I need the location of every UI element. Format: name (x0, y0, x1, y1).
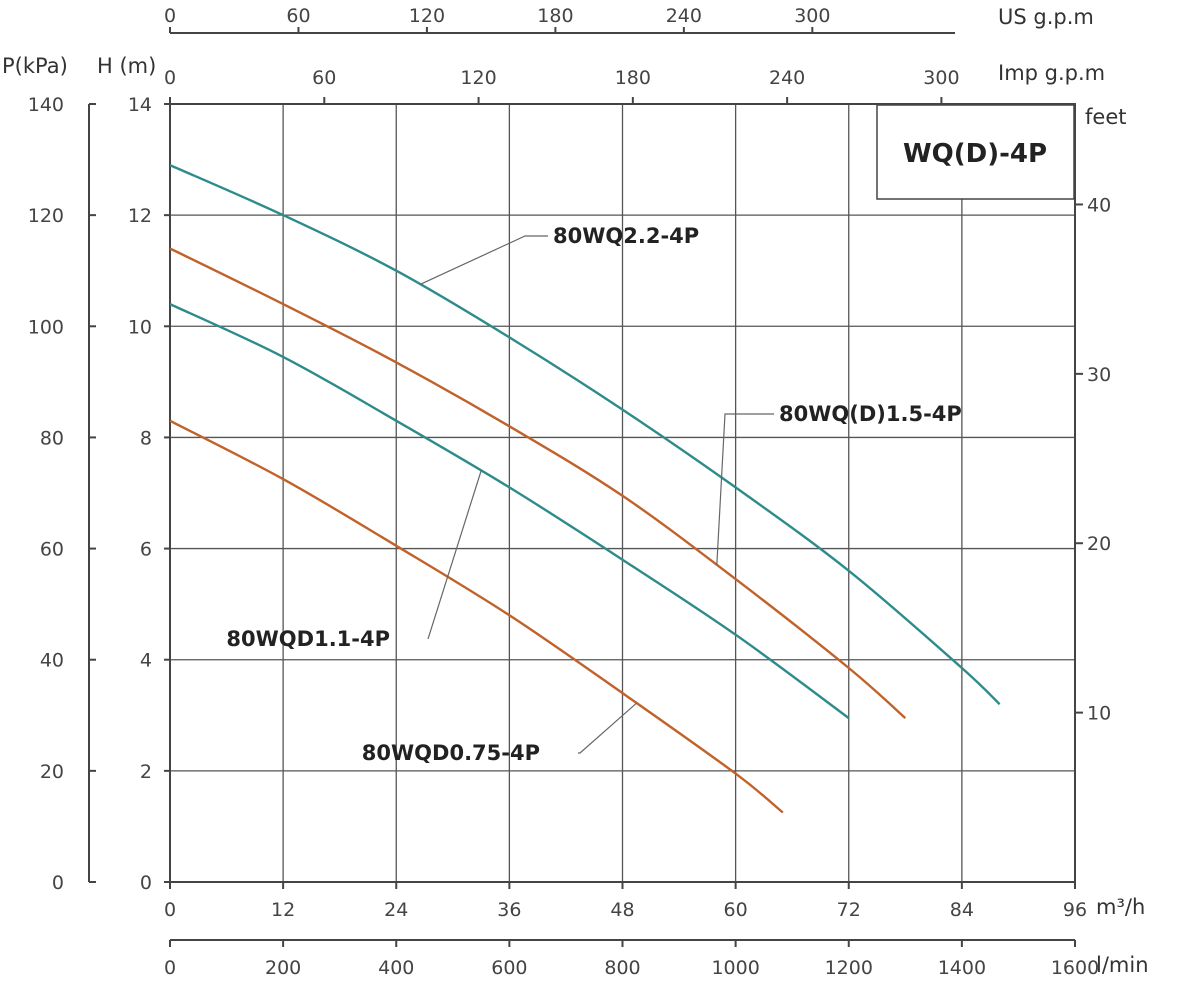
title-frame (876, 104, 1075, 200)
us-gpm-axis-label: US g.p.m (998, 5, 1094, 29)
x-tick-label: 0 (164, 899, 176, 921)
curve-label: 80WQD1.1-4P (226, 627, 390, 651)
feet-tick-label: 10 (1087, 703, 1111, 725)
us-gpm-tick-label: 240 (666, 5, 702, 27)
lmin-tick-label: 1000 (711, 957, 759, 979)
pressure-tick-label: 140 (28, 94, 64, 116)
us-gpm-tick-label: 0 (164, 5, 176, 27)
us-gpm-tick-label: 120 (409, 5, 445, 27)
leader-line (578, 702, 637, 754)
pressure-tick-label: 40 (40, 650, 64, 672)
x-tick-label: 96 (1063, 899, 1087, 921)
lmin-tick-label: 800 (604, 957, 640, 979)
us-gpm-tick-label: 60 (286, 5, 310, 27)
feet-tick-label: 30 (1087, 364, 1111, 386)
lmin-tick-label: 1200 (825, 957, 873, 979)
y-tick-label: 4 (140, 650, 152, 672)
leader-line (419, 235, 548, 286)
imp-gpm-tick-label: 240 (769, 67, 805, 89)
pressure-axis-label: P(kPa) (2, 54, 68, 78)
us-gpm-tick-label: 300 (794, 5, 830, 27)
x-tick-label: 84 (950, 899, 974, 921)
curve-labels: 80WQ2.2-4P 80WQ(D)1.5-4P 80WQD1.1-4P 80WQD0… (226, 224, 961, 765)
lmin-tick-label: 1400 (938, 957, 986, 979)
x-tick-label: 60 (724, 899, 748, 921)
lmin-tick-label: 600 (491, 957, 527, 979)
pressure-tick-label: 100 (28, 316, 64, 338)
us-gpm-tick-label: 180 (537, 5, 573, 27)
axes (88, 27, 1083, 947)
feet-tick-label: 20 (1087, 533, 1111, 555)
imp-gpm-tick-label: 0 (164, 67, 176, 89)
x-axis-label: m³/h (1096, 895, 1145, 919)
imp-gpm-tick-label: 60 (312, 67, 336, 89)
curve-80wqd1-1-4p (169, 303, 850, 720)
curve-label: 80WQ2.2-4P (553, 224, 699, 248)
pressure-tick-label: 80 (40, 427, 64, 449)
curve-80wq2-2-4p (169, 164, 1001, 706)
imp-gpm-axis-label: Imp g.p.m (998, 61, 1105, 85)
y-tick-label: 0 (140, 872, 152, 894)
performance-curves (169, 164, 1001, 814)
lmin-tick-label: 0 (164, 957, 176, 979)
y-tick-label: 6 (140, 539, 152, 561)
lmin-tick-label: 200 (265, 957, 301, 979)
imp-gpm-tick-label: 300 (923, 67, 959, 89)
pressure-tick-label: 120 (28, 205, 64, 227)
lmin-tick-label: 400 (378, 957, 414, 979)
y-tick-label: 14 (128, 94, 152, 116)
x-tick-label: 36 (497, 899, 521, 921)
curve-label: 80WQ(D)1.5-4P (779, 402, 962, 426)
lmin-tick-label: 1600 (1051, 957, 1099, 979)
grid (170, 104, 1075, 882)
curve-80wq-d-1-5-4p (169, 247, 907, 719)
chart-title: WQ(D)-4P (903, 139, 1047, 169)
curve-80wqd0-75-4p (169, 419, 784, 814)
y-tick-label: 12 (128, 205, 152, 227)
pressure-tick-label: 0 (52, 872, 64, 894)
feet-axis-label: feet (1085, 105, 1126, 129)
imp-gpm-tick-label: 180 (615, 67, 651, 89)
leader-line (427, 470, 482, 640)
y-axis-label: H (m) (97, 54, 156, 78)
x-tick-label: 24 (384, 899, 408, 921)
leader-line (716, 413, 774, 566)
pressure-tick-label: 60 (40, 539, 64, 561)
y-tick-label: 2 (140, 761, 152, 783)
title-box: WQ(D)-4P (876, 104, 1075, 200)
feet-tick-label: 40 (1087, 194, 1111, 216)
pressure-tick-label: 20 (40, 761, 64, 783)
y-tick-label: 10 (128, 316, 152, 338)
curve-label: 80WQD0.75-4P (362, 741, 540, 765)
x-tick-label: 12 (271, 899, 295, 921)
x-tick-label: 48 (610, 899, 634, 921)
x-tick-label: 72 (837, 899, 861, 921)
imp-gpm-tick-label: 120 (460, 67, 496, 89)
y-tick-label: 8 (140, 427, 152, 449)
lmin-axis-label: l/min (1096, 953, 1149, 977)
